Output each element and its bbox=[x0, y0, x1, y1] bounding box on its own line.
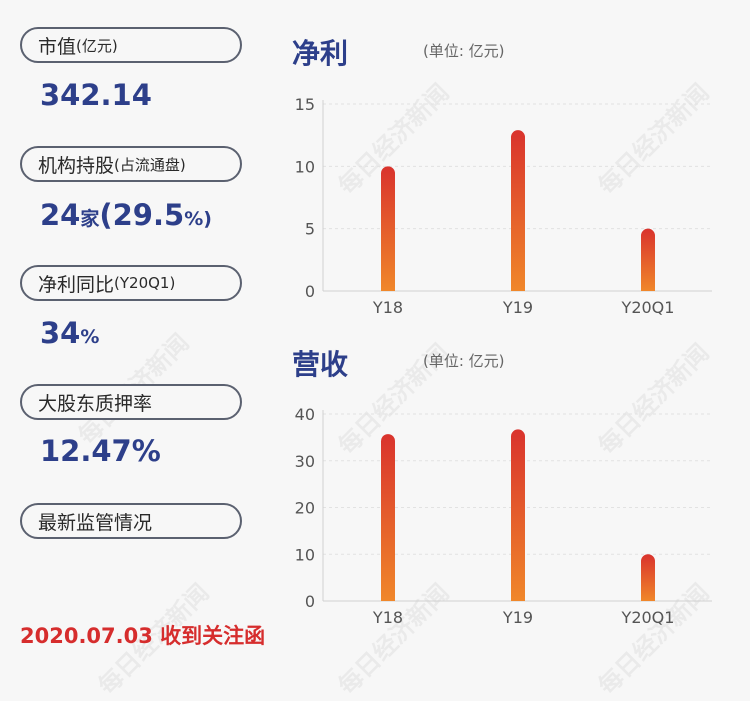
market-cap-value: 342.14 bbox=[40, 78, 152, 112]
bar-y18 bbox=[381, 166, 395, 291]
pill-sublabel: (Y20Q1) bbox=[114, 274, 176, 292]
pill-market-cap: 市值 (亿元) bbox=[20, 27, 242, 63]
x-tick-label: Y19 bbox=[502, 298, 533, 317]
pledge-ratio-value: 12.47% bbox=[40, 434, 161, 468]
bar-y20q1 bbox=[641, 228, 656, 291]
regulatory-alert: 2020.07.03 收到关注函 bbox=[20, 624, 266, 648]
x-tick-label: Y20Q1 bbox=[621, 298, 675, 317]
value-unit-2: %) bbox=[184, 208, 212, 230]
y-tick-label: 15 bbox=[295, 95, 315, 114]
pill-label: 大股东质押率 bbox=[38, 392, 153, 415]
pill-sublabel: (占流通盘) bbox=[114, 155, 186, 174]
value-number: 24 bbox=[40, 198, 81, 232]
pill-label: 净利同比 bbox=[38, 273, 115, 296]
bar-y19 bbox=[511, 130, 525, 291]
pill-label: 最新监管情况 bbox=[38, 511, 153, 534]
y-tick-label: 0 bbox=[305, 282, 315, 301]
chart-title-revenue: 营收 bbox=[292, 348, 349, 381]
net-profit-yoy-value: 34% bbox=[40, 316, 99, 350]
pill-regulatory: 最新监管情况 bbox=[20, 503, 242, 539]
x-tick-label: Y18 bbox=[372, 298, 403, 317]
chart-unit-label: (单位: 亿元) bbox=[423, 352, 505, 370]
value-unit: % bbox=[80, 326, 100, 348]
pill-label: 机构持股 bbox=[38, 154, 115, 177]
net-profit-chart: 0 5 10 15 Y18 Y19 Y20Q1 bbox=[295, 95, 712, 317]
pill-pledge-ratio: 大股东质押率 bbox=[20, 384, 242, 420]
value-number-2: (29.5 bbox=[99, 198, 185, 232]
value-number: 34 bbox=[40, 316, 81, 350]
chart-title-net-profit: 净利 bbox=[292, 37, 349, 70]
pill-net-profit-yoy: 净利同比 (Y20Q1) bbox=[20, 265, 242, 301]
value-number: 342.14 bbox=[40, 78, 152, 112]
institutional-holding-value: 24家(29.5%) bbox=[40, 198, 212, 232]
value-number: 12.47% bbox=[40, 434, 161, 468]
pill-sublabel: (亿元) bbox=[76, 36, 118, 55]
y-tick-label: 5 bbox=[305, 220, 315, 239]
pill-label: 市值 bbox=[38, 35, 77, 58]
y-tick-label: 10 bbox=[295, 157, 315, 176]
value-unit: 家 bbox=[80, 208, 100, 230]
chart-unit-label: (单位: 亿元) bbox=[423, 42, 505, 60]
pill-institutional-holding: 机构持股 (占流通盘) bbox=[20, 146, 242, 182]
left-panel: 市值 (亿元) 342.14 机构持股 (占流通盘) 24家(29.5%) 净利同比… bbox=[0, 0, 270, 676]
